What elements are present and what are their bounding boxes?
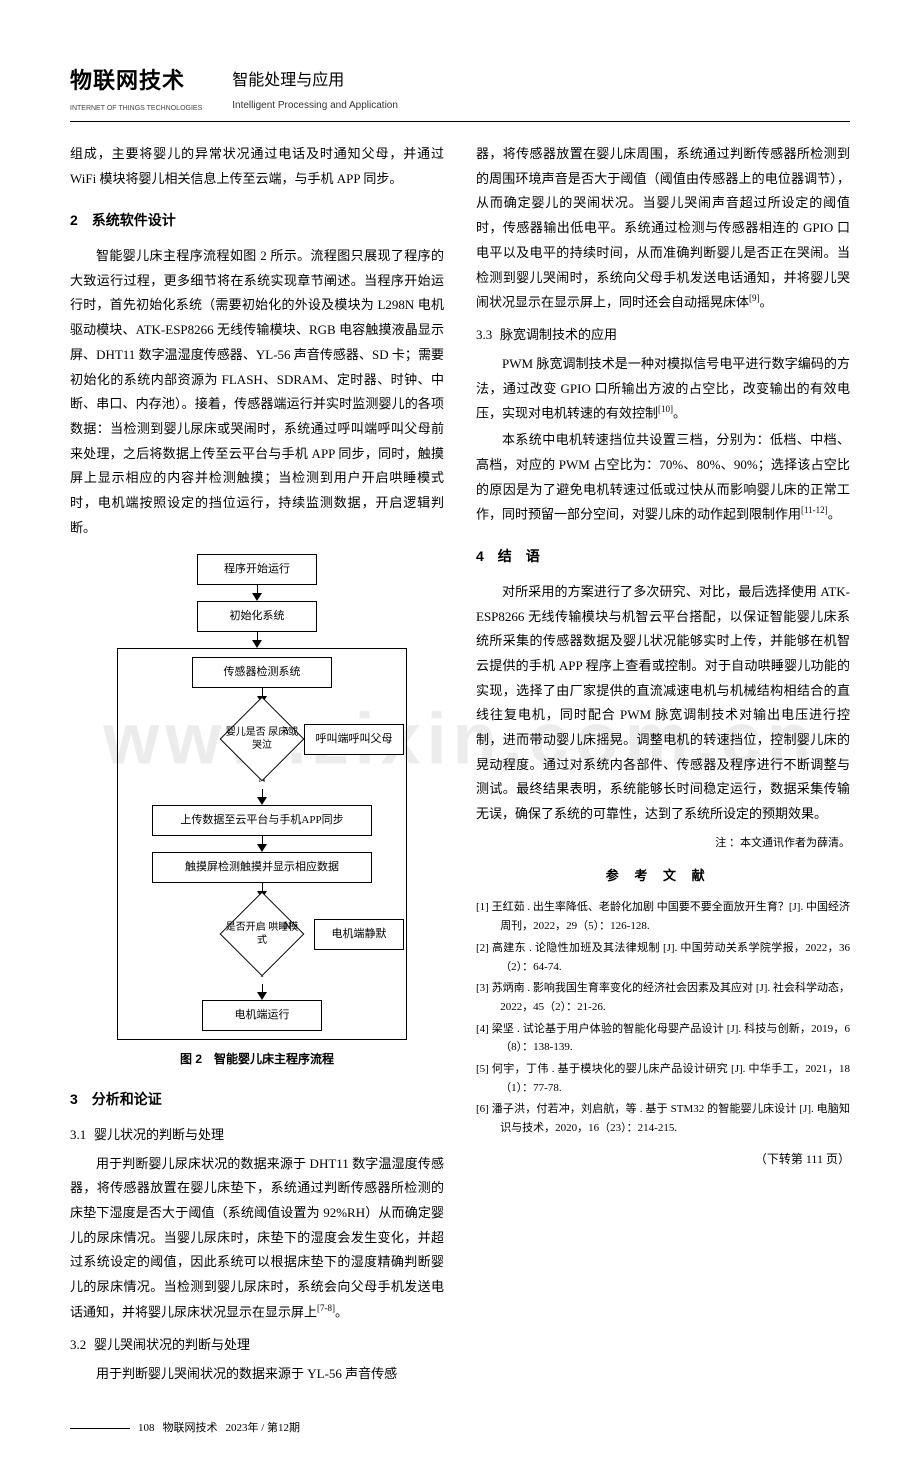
ref-item: [2] 高建东 . 论隐性加班及其法律规制 [J]. 中国劳动关系学院学报，20… <box>476 939 850 976</box>
sub-3-1-paragraph: 用于判断婴儿尿床状况的数据来源于 DHT11 数字温湿度传感器，将传感器放置在婴… <box>70 1152 444 1325</box>
section-3-num: 3 <box>70 1091 78 1107</box>
page-header: 物联网技术 INTERNET OF THINGS TECHNOLOGIES 智能… <box>70 60 850 122</box>
footer-rule <box>70 1428 130 1429</box>
left-column: 组成，主要将婴儿的异常状况通过电话及时通知父母，并通过 WiFi 模块将婴儿相关… <box>70 142 444 1388</box>
fc-node-touch: 触摸屏检测触摸并显示相应数据 <box>152 852 372 883</box>
section-header: 智能处理与应用 Intelligent Processing and Appli… <box>232 66 398 115</box>
fc-node-motor-run: 电机端运行 <box>202 1000 322 1031</box>
sub-3-3-title: 脉宽调制技术的应用 <box>500 327 617 342</box>
section-header-cn: 智能处理与应用 <box>232 66 398 96</box>
fc-label-yes: Y <box>284 722 291 741</box>
sub-3-1-end: 。 <box>335 1304 348 1319</box>
cite-10: [10] <box>658 404 673 414</box>
fc-node-upload: 上传数据至云平台与手机APP同步 <box>152 805 372 836</box>
cite-11-12: [11-12] <box>801 505 828 515</box>
ref-item: [4] 梁坚 . 试论基于用户体验的智能化母婴产品设计 [J]. 科技与创新，2… <box>476 1020 850 1057</box>
footer-issue: 2023年 / 第12期 <box>226 1418 301 1439</box>
author-note: 注 ：本文通讯作者为薛清。 <box>476 833 850 854</box>
cite-9: [9] <box>749 293 760 303</box>
sub-3-2-title: 婴儿哭闹状况的判断与处理 <box>94 1337 250 1352</box>
section-4-num: 4 <box>476 548 484 564</box>
cont-paragraph: 器，将传感器放置在婴儿床周围，系统通过判断传感器所检测到的周围环境声音是否大于阈… <box>476 142 850 315</box>
footer-journal: 物联网技术 <box>163 1418 218 1439</box>
fc-decision-cry: 婴儿是否 尿床或哭泣 <box>217 711 307 767</box>
sub-3-2-heading: 3.2 婴儿哭闹状况的判断与处理 <box>70 1333 444 1358</box>
fc-node-call: 呼叫端呼叫父母 <box>304 724 404 755</box>
section-2-paragraph: 智能婴儿床主程序流程如图 2 所示。流程图只展现了程序的大致运行过程，更多细节将… <box>70 244 444 540</box>
ref-item: [5] 何宇，丁伟 . 基于模块化的婴儿床产品设计研究 [J]. 中华手工，20… <box>476 1060 850 1097</box>
sub-3-3-p2-end: 。 <box>828 507 841 522</box>
sub-3-3-num: 3.3 <box>476 327 492 342</box>
section-2-heading: 2 系统软件设计 <box>70 207 444 234</box>
flowchart: 程序开始运行 初始化系统 传感器检测系统 婴儿是否 尿床或哭泣 Y <box>117 554 397 1039</box>
section-4-paragraph: 对所采用的方案进行了多次研究、对比，最后选择使用 ATK-ESP8266 无线传… <box>476 580 850 827</box>
sub-3-1-heading: 3.1 婴儿状况的判断与处理 <box>70 1123 444 1148</box>
section-3-heading: 3 分析和论证 <box>70 1086 444 1113</box>
ref-item: [3] 苏炳南 . 影响我国生育率变化的经济社会因素及其应对 [J]. 社会科学… <box>476 979 850 1016</box>
section-4-heading: 4 结 语 <box>476 543 850 570</box>
section-header-en: Intelligent Processing and Application <box>232 96 398 115</box>
figure-2: 程序开始运行 初始化系统 传感器检测系统 婴儿是否 尿床或哭泣 Y <box>70 554 444 1070</box>
figure-2-caption: 图 2 智能婴儿床主程序流程 <box>70 1048 444 1071</box>
section-4-title: 结 语 <box>498 548 540 564</box>
sub-3-1-num: 3.1 <box>70 1127 86 1142</box>
sub-3-3-heading: 3.3 脉宽调制技术的应用 <box>476 323 850 348</box>
sub-3-3-p2-text: 本系统中电机转速挡位共设置三档，分别为：低档、中档、高档，对应的 PWM 占空比… <box>476 432 850 521</box>
right-column: 器，将传感器放置在婴儿床周围，系统通过判断传感器所检测到的周围环境声音是否大于阈… <box>476 142 850 1388</box>
ref-item: [1] 王红茹 . 出生率降低、老龄化加剧 中国要不要全面放开生育？[J]. 中… <box>476 898 850 935</box>
section-2-title: 系统软件设计 <box>92 212 176 228</box>
references-list: [1] 王红茹 . 出生率降低、老龄化加剧 中国要不要全面放开生育？[J]. 中… <box>476 898 850 1137</box>
fc-node-motor-idle: 电机端静默 <box>314 919 404 950</box>
journal-logo: 物联网技术 INTERNET OF THINGS TECHNOLOGIES <box>70 60 202 115</box>
sub-3-1-text: 用于判断婴儿尿床状况的数据来源于 DHT11 数字温湿度传感器，将传感器放置在婴… <box>70 1156 444 1319</box>
page-number: 108 <box>138 1418 155 1439</box>
references-heading: 参考文献 <box>476 864 850 889</box>
fc-loop-frame: 传感器检测系统 婴儿是否 尿床或哭泣 Y 呼叫端呼叫父母 N <box>117 648 407 1040</box>
continued-on: （下转第 111 页） <box>476 1148 850 1171</box>
sub-3-2-paragraph: 用于判断婴儿哭闹状况的数据来源于 YL-56 声音传感 <box>70 1362 444 1387</box>
sub-3-3-p2: 本系统中电机转速挡位共设置三档，分别为：低档、中档、高档，对应的 PWM 占空比… <box>476 428 850 527</box>
cont-text: 器，将传感器放置在婴儿床周围，系统通过判断传感器所检测到的周围环境声音是否大于阈… <box>476 146 850 309</box>
sub-3-3-p1-end: 。 <box>673 406 686 421</box>
fc-label-no-2: N <box>284 917 291 936</box>
fc-decision-sleep: 是否开启 哄睡模式 <box>217 906 307 962</box>
fc-node-init: 初始化系统 <box>197 601 317 632</box>
fc-node-start: 程序开始运行 <box>197 554 317 585</box>
intro-paragraph: 组成，主要将婴儿的异常状况通过电话及时通知父母，并通过 WiFi 模块将婴儿相关… <box>70 142 444 191</box>
cite-7-8: [7-8] <box>317 1303 335 1313</box>
ref-item: [6] 潘子洪，付若冲，刘启航，等 . 基于 STM32 的智能婴儿床设计 [J… <box>476 1100 850 1137</box>
logo-main: 物联网技术 <box>70 68 185 93</box>
cont-end: 。 <box>760 295 773 310</box>
sub-3-3-p1: PWM 脉宽调制技术是一种对模拟信号电平进行数字编码的方法，通过改变 GPIO … <box>476 352 850 426</box>
section-3-title: 分析和论证 <box>92 1091 162 1107</box>
page-footer: 108 物联网技术 2023年 / 第12期 <box>70 1418 850 1439</box>
sub-3-1-title: 婴儿状况的判断与处理 <box>94 1127 224 1142</box>
sub-3-2-num: 3.2 <box>70 1337 86 1352</box>
section-2-num: 2 <box>70 212 78 228</box>
fc-node-sensor: 传感器检测系统 <box>192 657 332 688</box>
logo-sub: INTERNET OF THINGS TECHNOLOGIES <box>70 102 202 115</box>
